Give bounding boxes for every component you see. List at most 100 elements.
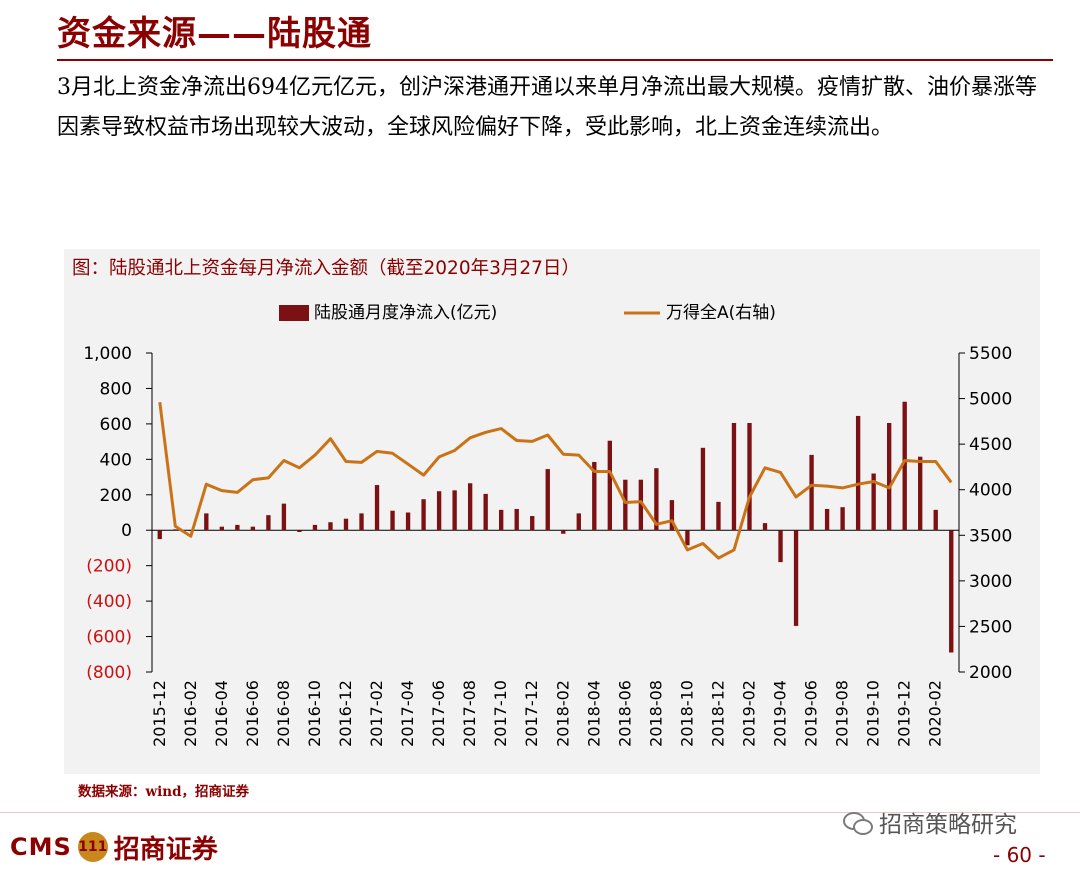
net-inflow-bar xyxy=(219,526,225,531)
x-tick-label: 2020-02 xyxy=(926,680,945,747)
x-tick-label: 2019-12 xyxy=(895,680,914,747)
x-tick-label: 2017-10 xyxy=(491,680,510,747)
x-tick-label: 2016-02 xyxy=(181,680,200,747)
x-tick-label: 2016-08 xyxy=(274,680,293,747)
net-inflow-bar xyxy=(933,509,938,531)
right-tick-label: 4000 xyxy=(969,481,1012,501)
right-tick-label: 2500 xyxy=(969,617,1012,637)
x-tick-label: 2017-02 xyxy=(367,680,386,747)
left-tick-label: 0 xyxy=(121,521,132,541)
page-number: - 60 - xyxy=(993,843,1046,867)
x-tick-label: 2016-06 xyxy=(243,680,262,747)
net-inflow-bar xyxy=(669,500,675,531)
right-tick-label: 3000 xyxy=(969,572,1012,592)
net-inflow-bar xyxy=(421,499,426,531)
net-inflow-bar xyxy=(359,513,364,531)
legend-line-label: 万得全A(右轴) xyxy=(666,303,776,323)
x-tick-label: 2016-10 xyxy=(305,680,324,747)
wind-a-index-line xyxy=(158,402,953,560)
net-inflow-bar xyxy=(530,516,535,531)
net-inflow-bar xyxy=(902,401,907,531)
right-tick-label: 5000 xyxy=(969,390,1012,410)
x-tick-label: 2018-02 xyxy=(553,680,572,747)
net-inflow-bar xyxy=(824,508,830,531)
net-inflow-bar xyxy=(390,510,395,531)
chart-axes xyxy=(146,352,965,673)
title-divider xyxy=(57,59,1053,61)
net-inflow-bar xyxy=(157,530,162,540)
net-inflow-bar xyxy=(374,485,380,531)
x-tick-label: 2018-04 xyxy=(584,680,603,747)
line-series xyxy=(158,402,953,560)
logo-cms-text: CMS xyxy=(10,833,72,861)
left-tick-label: 600 xyxy=(100,415,132,435)
legend-bar-label: 陆股通月度净流入(亿元) xyxy=(314,303,497,323)
x-tick-label: 2019-04 xyxy=(771,680,790,747)
net-inflow-bar xyxy=(700,447,706,531)
watermark-text: 招商策略研究 xyxy=(879,812,1017,838)
left-tick-label: (800) xyxy=(86,663,132,683)
wechat-icon xyxy=(843,810,873,835)
tick-labels: (800) (600) (400) (200) 0 200 400 600 800 1,000 20… xyxy=(83,344,1012,747)
net-inflow-bar xyxy=(685,530,690,546)
company-logo: CMS 111 招商证券 xyxy=(10,829,218,865)
net-inflow-bar xyxy=(654,468,659,531)
net-inflow-bar xyxy=(467,483,473,531)
net-inflow-bar xyxy=(607,440,612,531)
chart-panel xyxy=(64,249,1040,774)
net-inflow-bar xyxy=(576,513,581,531)
net-inflow-bar xyxy=(762,523,768,531)
net-inflow-bar xyxy=(623,479,628,531)
page-title: 资金来源——陆股通 xyxy=(57,14,372,54)
net-flow-chart: 陆股通月度净流入(亿元) 万得全A(右轴) (800) (600) (400) (20… xyxy=(83,303,1012,747)
net-inflow-bar xyxy=(561,530,566,534)
net-inflow-bar xyxy=(328,522,333,531)
right-tick-label: 5500 xyxy=(969,344,1012,364)
net-inflow-bar xyxy=(840,507,845,531)
net-inflow-bar xyxy=(514,508,519,531)
net-inflow-bar xyxy=(452,490,457,531)
net-inflow-bar xyxy=(871,473,876,531)
bar-series xyxy=(157,401,954,653)
net-inflow-bar xyxy=(545,469,550,531)
net-inflow-bar xyxy=(855,415,861,531)
net-inflow-bar xyxy=(343,518,349,531)
x-tick-label: 2019-02 xyxy=(739,680,758,747)
x-tick-label: 2016-12 xyxy=(336,680,355,747)
left-tick-label: (200) xyxy=(86,557,132,577)
net-inflow-bar xyxy=(235,524,240,531)
net-inflow-bar xyxy=(204,513,209,531)
left-tick-label: 1,000 xyxy=(83,344,132,364)
net-inflow-bar xyxy=(405,512,411,531)
x-tick-label: 2019-06 xyxy=(802,680,821,747)
x-tick-label: 2017-06 xyxy=(429,680,448,747)
logo-company-name: 招商证券 xyxy=(113,834,218,865)
net-inflow-bar xyxy=(483,493,488,531)
net-inflow-bar xyxy=(312,524,318,531)
chart-legend: 陆股通月度净流入(亿元) 万得全A(右轴) xyxy=(279,303,776,323)
net-inflow-bar xyxy=(918,456,923,531)
x-tick-label: 2017-08 xyxy=(460,680,479,747)
footer-divider xyxy=(0,812,1080,813)
net-inflow-bar xyxy=(436,491,442,531)
net-inflow-bar xyxy=(173,529,178,531)
net-inflow-bar xyxy=(809,454,814,531)
net-inflow-bar xyxy=(266,515,271,531)
net-inflow-bar xyxy=(592,461,597,531)
net-inflow-bar xyxy=(250,526,256,531)
x-tick-label: 2019-08 xyxy=(833,680,852,747)
data-source: 数据来源：wind，招商证券 xyxy=(78,784,250,800)
net-inflow-bar xyxy=(499,509,504,531)
net-inflow-bar xyxy=(281,503,287,531)
net-inflow-bar xyxy=(297,530,302,532)
left-tick-label: 200 xyxy=(100,486,132,506)
left-tick-label: (600) xyxy=(86,628,132,648)
x-tick-label: 2018-06 xyxy=(615,680,634,747)
right-tick-label: 2000 xyxy=(969,663,1012,683)
wechat-watermark: 招商策略研究 xyxy=(843,805,1017,839)
left-tick-label: 400 xyxy=(100,450,132,470)
lead-paragraph: 3月北上资金净流出694亿元亿元，创沪深港通开通以来单月净流出最大规模。疫情扩散… xyxy=(57,75,1037,140)
net-inflow-bar xyxy=(716,501,721,531)
left-tick-label: (400) xyxy=(86,592,132,612)
x-tick-label: 2015-12 xyxy=(150,680,169,747)
